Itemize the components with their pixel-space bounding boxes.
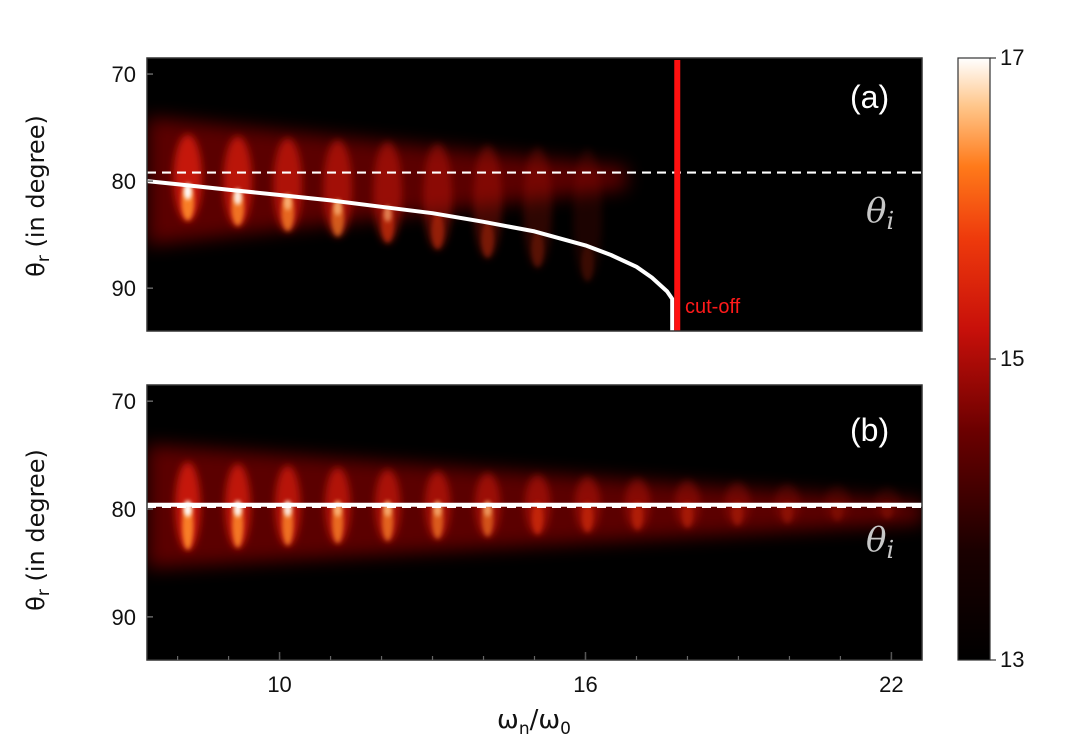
harmonic-core [681,501,694,528]
y-tick-label: 80 [112,497,136,522]
panel-a-y-axis-label: θr (in degree) [22,115,54,277]
harmonic-glow [273,137,303,233]
colorbar-tick-label-13: 13 [1000,647,1024,672]
x-tick-label: 16 [573,672,597,697]
panel-a-theory-curve [147,179,675,331]
panel-b-y-axis-label: θr (in degree) [22,449,54,611]
panel-b-overlay [147,502,922,508]
harmonic-core [481,221,494,258]
colorbar: 17 15 13 [957,45,1024,672]
harmonic-glow [223,136,253,227]
harmonic-core [581,501,594,533]
panel-a-label: (a) [850,79,889,115]
y-tick-label: 90 [112,276,136,301]
panel-a-overlay [147,60,922,331]
panel-a: 70 80 90 (a) θi cut-off θr (in degree) [22,57,923,332]
harmonic-glow [523,147,552,269]
panel-b: 70 80 90 10 16 22 (b) θi θr (in degree) [22,384,923,697]
colorbar-gradient [957,57,991,661]
panel-b-y-ticks: 70 80 90 [112,389,153,630]
x-tick-label: 10 [267,672,291,697]
y-tick-label: 70 [112,62,136,87]
harmonic-core [531,231,544,268]
colorbar-tick-label-15: 15 [1000,346,1024,371]
y-tick-label: 70 [112,389,136,414]
x-tick-label: 22 [879,672,903,697]
panel-a-theta-i-label: θi [866,191,894,235]
panel-a-heatmap [147,116,627,283]
harmonic-core [431,213,444,250]
colorbar-tick-label-17: 17 [1000,45,1024,70]
harmonic-core [581,245,594,282]
harmonic-glow [373,141,403,244]
panel-a-y-ticks: 70 80 90 [112,62,153,301]
y-tick-label: 80 [112,169,136,194]
panel-a-frame [146,57,923,332]
harmonic-glow [173,134,203,222]
x-axis-label: ωn/ω0 [497,705,571,739]
panel-b-label: (b) [850,412,889,448]
x-ticks: 10 16 22 [176,652,904,697]
panel-a-cutoff-label: cut-off [685,296,741,318]
harmonic-glow [423,143,453,251]
panel-b-theta-i-label: θi [866,520,894,564]
harmonic-core [631,501,644,530]
y-tick-label: 90 [112,605,136,630]
harmonic-glow [323,139,353,238]
harmonic-core [531,501,544,535]
